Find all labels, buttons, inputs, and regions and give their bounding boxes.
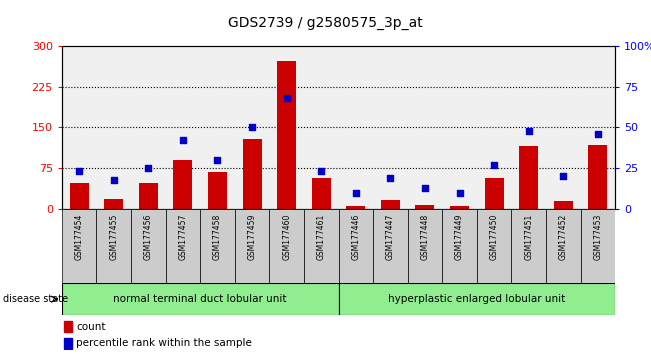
- Point: [523, 128, 534, 133]
- Text: normal terminal duct lobular unit: normal terminal duct lobular unit: [113, 294, 287, 304]
- Bar: [208, 172, 227, 209]
- Text: GSM177459: GSM177459: [247, 214, 256, 261]
- Text: GSM177449: GSM177449: [455, 214, 464, 261]
- Point: [454, 190, 465, 195]
- Bar: [339, 283, 615, 315]
- Bar: [173, 160, 193, 209]
- Text: GSM177458: GSM177458: [213, 214, 222, 260]
- Bar: [312, 178, 331, 209]
- Bar: [339, 209, 373, 283]
- Bar: [200, 209, 235, 283]
- Text: GSM177455: GSM177455: [109, 214, 118, 261]
- Bar: [304, 209, 339, 283]
- Point: [281, 95, 292, 101]
- Text: GSM177457: GSM177457: [178, 214, 187, 261]
- Bar: [277, 61, 296, 209]
- Bar: [165, 209, 200, 283]
- Bar: [64, 321, 72, 332]
- Bar: [346, 206, 365, 209]
- Bar: [546, 209, 581, 283]
- Bar: [243, 139, 262, 209]
- Text: count: count: [76, 321, 106, 332]
- Text: GSM177451: GSM177451: [524, 214, 533, 260]
- Bar: [62, 209, 96, 283]
- Bar: [96, 209, 131, 283]
- Point: [109, 177, 119, 182]
- Point: [316, 169, 326, 174]
- Point: [420, 185, 430, 190]
- Point: [178, 138, 188, 143]
- Text: GSM177453: GSM177453: [594, 214, 602, 261]
- Bar: [442, 209, 477, 283]
- Point: [247, 125, 257, 130]
- Text: GSM177456: GSM177456: [144, 214, 153, 261]
- Bar: [270, 209, 304, 283]
- Bar: [589, 145, 607, 209]
- Bar: [139, 183, 158, 209]
- Bar: [104, 199, 123, 209]
- Point: [74, 169, 85, 174]
- Point: [558, 173, 568, 179]
- Text: GSM177448: GSM177448: [421, 214, 430, 260]
- Text: hyperplastic enlarged lobular unit: hyperplastic enlarged lobular unit: [388, 294, 566, 304]
- Point: [212, 157, 223, 163]
- Point: [489, 162, 499, 168]
- Bar: [381, 200, 400, 209]
- Bar: [484, 178, 504, 209]
- Bar: [554, 201, 573, 209]
- Text: GSM177461: GSM177461: [317, 214, 326, 260]
- Text: GDS2739 / g2580575_3p_at: GDS2739 / g2580575_3p_at: [228, 16, 423, 30]
- Point: [385, 175, 396, 181]
- Bar: [512, 209, 546, 283]
- Text: GSM177446: GSM177446: [352, 214, 360, 261]
- Bar: [64, 338, 72, 349]
- Bar: [450, 206, 469, 209]
- Text: percentile rank within the sample: percentile rank within the sample: [76, 338, 253, 348]
- Text: GSM177454: GSM177454: [75, 214, 83, 261]
- Text: GSM177460: GSM177460: [282, 214, 291, 261]
- Bar: [408, 209, 442, 283]
- Bar: [131, 209, 165, 283]
- Text: GSM177450: GSM177450: [490, 214, 499, 261]
- Bar: [477, 209, 512, 283]
- Text: disease state: disease state: [3, 294, 68, 304]
- Bar: [373, 209, 408, 283]
- Bar: [70, 183, 89, 209]
- Bar: [62, 283, 339, 315]
- Point: [143, 165, 154, 171]
- Bar: [235, 209, 270, 283]
- Bar: [415, 205, 434, 209]
- Bar: [581, 209, 615, 283]
- Text: GSM177447: GSM177447: [386, 214, 395, 261]
- Text: GSM177452: GSM177452: [559, 214, 568, 260]
- Bar: [519, 147, 538, 209]
- Point: [351, 190, 361, 195]
- Point: [592, 131, 603, 137]
